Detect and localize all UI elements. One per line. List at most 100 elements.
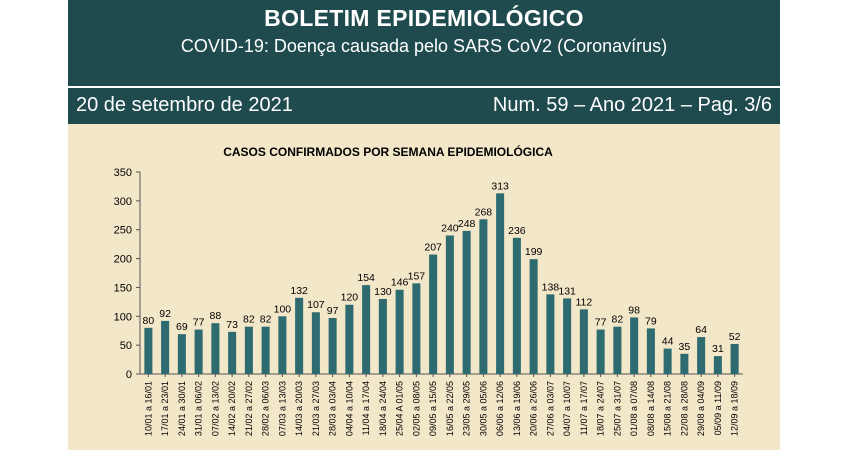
bar — [630, 317, 639, 374]
bar — [579, 309, 588, 374]
bar — [479, 219, 488, 374]
y-tick-label: 150 — [114, 282, 132, 294]
x-tick-label: 21/03 a 27/03 — [311, 381, 321, 436]
bar — [144, 327, 153, 374]
bar-value-label: 69 — [176, 321, 188, 333]
x-tick-label: 14/02 a 20/02 — [227, 381, 237, 436]
x-tick-label: 16/05 a 22/05 — [445, 381, 455, 436]
chart-title: CASOS CONFIRMADOS POR SEMANA EPIDEMIOLÓG… — [223, 144, 553, 159]
x-tick-label: 23/05 a 29/05 — [462, 381, 472, 436]
y-tick-label: 100 — [114, 311, 132, 323]
bar — [697, 337, 706, 374]
x-tick-label: 08/08 a 14/08 — [646, 381, 656, 436]
bar-value-label: 240 — [441, 222, 459, 234]
bar-value-label: 107 — [307, 299, 325, 311]
x-tick-label: 06/06 a 12/06 — [495, 381, 505, 436]
bar-value-label: 77 — [595, 317, 607, 329]
x-tick-label: 05/09 a 11/09 — [713, 381, 723, 435]
bar-value-label: 35 — [679, 341, 691, 353]
x-tick-label: 04/04 a 10/04 — [344, 381, 354, 436]
chart-axes: 0 50 100 150 200 250 300 350 — [114, 167, 743, 381]
bar-value-label: 199 — [525, 246, 543, 258]
bar-value-label: 313 — [491, 180, 509, 192]
bar — [646, 328, 655, 374]
bar-value-label: 31 — [712, 343, 724, 355]
y-tick-label: 250 — [114, 225, 132, 237]
x-tick-label: 28/03 a 03/04 — [328, 381, 338, 436]
bar-chart: CASOS CONFIRMADOS POR SEMANA EPIDEMIOLÓG… — [114, 144, 743, 436]
bar-value-label: 130 — [374, 286, 392, 298]
x-tick-label: 30/05 a 05/06 — [478, 381, 488, 436]
x-tick-label: 25/04 A 01/05 — [395, 381, 405, 436]
x-tick-label: 07/02 a 13/02 — [210, 381, 220, 436]
bulletin-title: BOLETIM EPIDEMIOLÓGICO — [264, 5, 584, 31]
x-tick-label: 07/03 a 13/03 — [277, 381, 287, 436]
y-tick-label: 300 — [114, 196, 132, 208]
bar-value-label: 97 — [327, 305, 339, 317]
x-tick-label: 18/07 a 24/07 — [596, 381, 606, 436]
bar — [680, 353, 689, 374]
bar-value-label: 82 — [243, 314, 255, 326]
bar — [496, 193, 505, 374]
bar — [429, 254, 438, 374]
y-tick-label: 200 — [114, 254, 132, 266]
bar-value-label: 44 — [662, 336, 674, 348]
x-tick-label: 09/05 a 15/05 — [428, 381, 438, 436]
x-tick-label: 10/01 a 16/01 — [143, 381, 153, 436]
y-tick-label: 350 — [114, 167, 132, 179]
bar-value-label: 236 — [508, 225, 526, 237]
bulletin-date: 20 de setembro de 2021 — [76, 94, 293, 116]
bar — [730, 343, 739, 374]
bar — [378, 298, 387, 374]
bar-value-label: 82 — [612, 314, 624, 326]
chart-bars — [144, 193, 739, 374]
bar-value-label: 82 — [260, 314, 272, 326]
bar — [211, 323, 220, 374]
bar-value-label: 79 — [645, 315, 657, 327]
x-tick-label: 24/01 a 30/01 — [177, 381, 187, 436]
bar-value-label: 88 — [210, 310, 222, 322]
x-tick-label: 12/09 a 18/09 — [730, 381, 740, 436]
bar — [462, 230, 471, 374]
x-tick-label: 02/05 a 08/05 — [411, 381, 421, 436]
bar — [395, 289, 404, 374]
bar-value-label: 98 — [628, 304, 640, 316]
x-tick-label: 15/08 a 21/08 — [663, 381, 673, 436]
x-tick-label: 11/07 a 17/07 — [579, 381, 589, 435]
bar — [362, 285, 371, 374]
bar-value-label: 73 — [226, 319, 238, 331]
x-tick-label: 29/08 a 04/09 — [696, 381, 706, 436]
x-tick-label: 25/07 a 31/07 — [612, 381, 622, 436]
bar — [194, 329, 203, 374]
bar — [546, 294, 555, 374]
x-tick-label: 31/01 a 06/02 — [194, 381, 204, 436]
bar — [228, 331, 237, 374]
bar — [295, 297, 304, 374]
bar-value-label: 138 — [542, 281, 560, 293]
bar-value-label: 131 — [558, 285, 576, 297]
bar — [529, 259, 538, 374]
bar-value-label: 248 — [458, 218, 476, 230]
bar-value-label: 268 — [475, 206, 493, 218]
bar-value-label: 146 — [391, 277, 409, 289]
x-tick-label: 22/08 a 28/08 — [679, 381, 689, 436]
bar — [563, 298, 572, 374]
bar — [412, 283, 421, 374]
x-tick-label: 17/01 a 23/01 — [160, 381, 170, 436]
bar — [244, 326, 253, 374]
bar — [445, 235, 454, 374]
bar-value-label: 112 — [576, 296, 593, 308]
bar — [177, 334, 186, 374]
bar-value-label: 207 — [424, 242, 442, 254]
x-tick-label: 11/04 a 17/04 — [361, 381, 371, 435]
x-tick-label: 28/02 a 06/03 — [261, 381, 271, 436]
bar-value-label: 157 — [408, 270, 426, 282]
bar-value-label: 80 — [143, 315, 155, 327]
x-tick-label: 18/04 a 24/04 — [378, 381, 388, 436]
bulletin-issue: Num. 59 – Ano 2021 – Pag. 3/6 — [492, 94, 772, 116]
bulletin-subtitle: COVID-19: Doença causada pelo SARS CoV2 … — [180, 36, 668, 56]
bulletin-header: BOLETIM EPIDEMIOLÓGICO COVID-19: Doença … — [68, 0, 780, 86]
bar — [328, 318, 337, 374]
x-tick-label: 20/06 a 26/06 — [529, 381, 539, 436]
